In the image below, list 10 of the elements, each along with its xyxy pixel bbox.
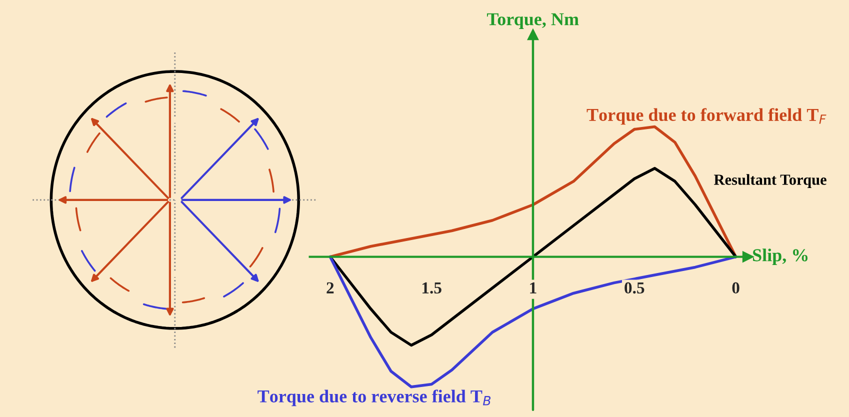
x-tick-label: 1	[530, 282, 536, 294]
x-tick-label: 1.5	[422, 282, 442, 294]
text: Torque, Nm	[486, 13, 579, 29]
x-axis-title: Slip, %	[752, 248, 808, 265]
series-label: Resultant Torque	[714, 174, 826, 188]
series-label: Torque due to forward field T$_{F}$	[586, 108, 826, 125]
series-label: Torque due to reverse field T$_{B}$	[258, 390, 491, 406]
x-tick-label: 0.5	[624, 282, 644, 294]
x-tick-label: 0	[732, 282, 740, 294]
x-tick-label: 2	[326, 282, 334, 294]
